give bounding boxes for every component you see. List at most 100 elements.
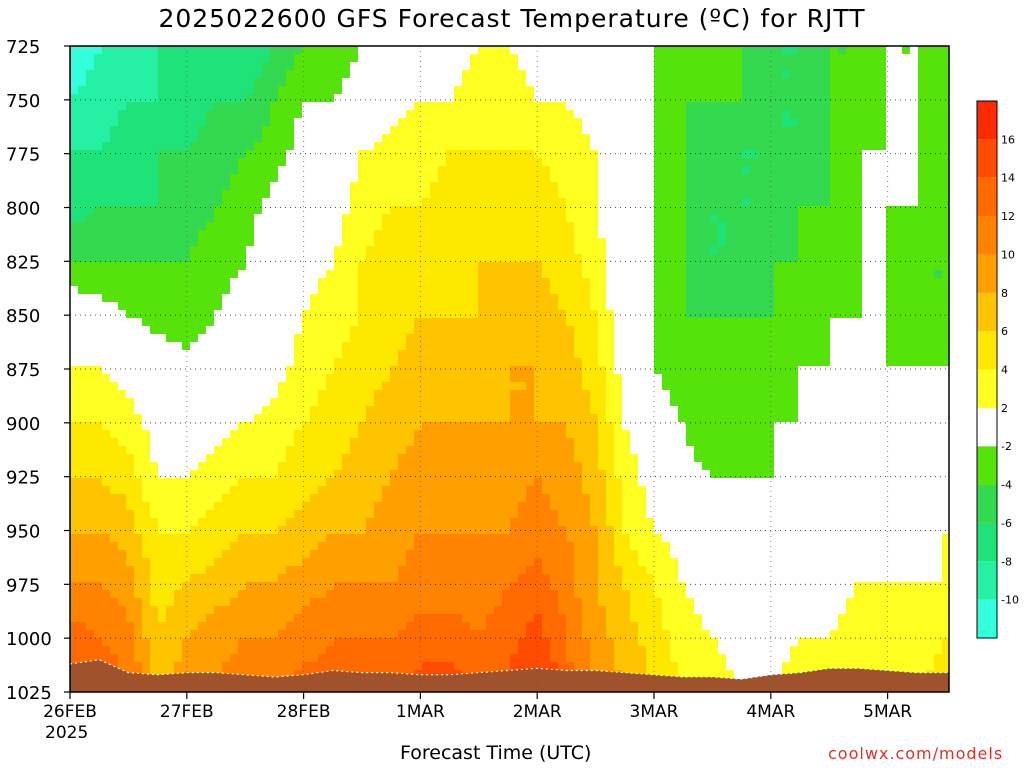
field-cell	[518, 342, 527, 351]
field-cell	[422, 198, 431, 207]
field-cell	[238, 478, 247, 487]
field-cell	[302, 54, 311, 63]
field-cell	[462, 150, 471, 159]
field-cell	[230, 470, 239, 479]
field-cell	[390, 414, 399, 423]
field-cell	[454, 70, 463, 79]
field-cell	[174, 238, 183, 247]
field-cell	[414, 550, 423, 559]
field-cell	[158, 158, 167, 167]
field-cell	[310, 654, 319, 663]
field-cell	[174, 574, 183, 583]
field-cell	[190, 310, 199, 319]
field-cell	[334, 422, 343, 431]
field-cell	[86, 430, 95, 439]
field-cell	[518, 326, 527, 335]
field-cell	[478, 582, 487, 591]
field-cell	[438, 182, 447, 191]
field-cell	[406, 478, 415, 487]
field-cell	[406, 574, 415, 583]
field-cell	[462, 198, 471, 207]
field-cell	[278, 462, 287, 471]
field-cell	[310, 566, 319, 575]
field-cell	[422, 86, 431, 95]
field-cell	[374, 134, 383, 143]
field-cell	[238, 470, 247, 479]
field-cell	[390, 358, 399, 367]
field-cell	[230, 150, 239, 159]
field-cell	[246, 54, 255, 63]
field-cell	[406, 606, 415, 615]
field-cell	[294, 270, 303, 279]
field-cell	[438, 566, 447, 575]
field-cell	[190, 70, 199, 79]
field-cell	[94, 222, 103, 231]
field-cell	[134, 310, 143, 319]
field-cell	[422, 246, 431, 255]
field-cell	[366, 262, 375, 271]
field-cell	[366, 246, 375, 255]
field-cell	[246, 606, 255, 615]
field-cell	[94, 310, 103, 319]
field-cell	[246, 502, 255, 511]
field-cell	[238, 654, 247, 663]
field-cell	[486, 190, 495, 199]
field-cell	[294, 206, 303, 215]
field-cell	[270, 158, 279, 167]
field-cell	[222, 102, 231, 111]
field-cell	[86, 222, 95, 231]
field-cell	[254, 294, 263, 303]
field-cell	[246, 630, 255, 639]
field-cell	[166, 62, 175, 71]
field-cell	[158, 278, 167, 287]
field-cell	[94, 486, 103, 495]
field-cell	[414, 486, 423, 495]
field-cell	[510, 134, 519, 143]
field-cell	[406, 62, 415, 71]
field-cell	[422, 542, 431, 551]
field-cell	[454, 46, 463, 55]
field-cell	[326, 470, 335, 479]
field-cell	[510, 142, 519, 151]
field-cell	[94, 102, 103, 111]
field-cell	[542, 254, 551, 263]
field-cell	[350, 254, 359, 263]
field-cell	[278, 214, 287, 223]
field-cell	[262, 550, 271, 559]
field-cell	[534, 510, 543, 519]
field-cell	[430, 510, 439, 519]
field-cell	[526, 78, 535, 87]
field-cell	[134, 222, 143, 231]
field-cell	[390, 390, 399, 399]
field-cell	[430, 526, 439, 535]
field-cell	[374, 102, 383, 111]
field-cell	[110, 654, 119, 663]
field-cell	[454, 358, 463, 367]
field-cell	[422, 550, 431, 559]
field-cell	[182, 542, 191, 551]
field-cell	[118, 230, 127, 239]
field-cell	[78, 62, 87, 71]
field-cell	[102, 638, 111, 647]
field-cell	[334, 94, 343, 103]
field-cell	[398, 54, 407, 63]
field-cell	[318, 46, 327, 55]
field-cell	[222, 142, 231, 151]
field-cell	[126, 470, 135, 479]
field-cell	[414, 518, 423, 527]
field-cell	[190, 598, 199, 607]
field-cell	[182, 654, 191, 663]
field-cell	[534, 62, 543, 71]
field-cell	[342, 366, 351, 375]
field-cell	[470, 262, 479, 271]
field-cell	[102, 654, 111, 663]
field-cell	[462, 654, 471, 663]
field-cell	[310, 166, 319, 175]
field-cell	[174, 246, 183, 255]
field-cell	[86, 574, 95, 583]
field-cell	[310, 550, 319, 559]
field-cell	[374, 422, 383, 431]
field-cell	[422, 254, 431, 263]
field-cell	[334, 238, 343, 247]
field-cell	[350, 150, 359, 159]
